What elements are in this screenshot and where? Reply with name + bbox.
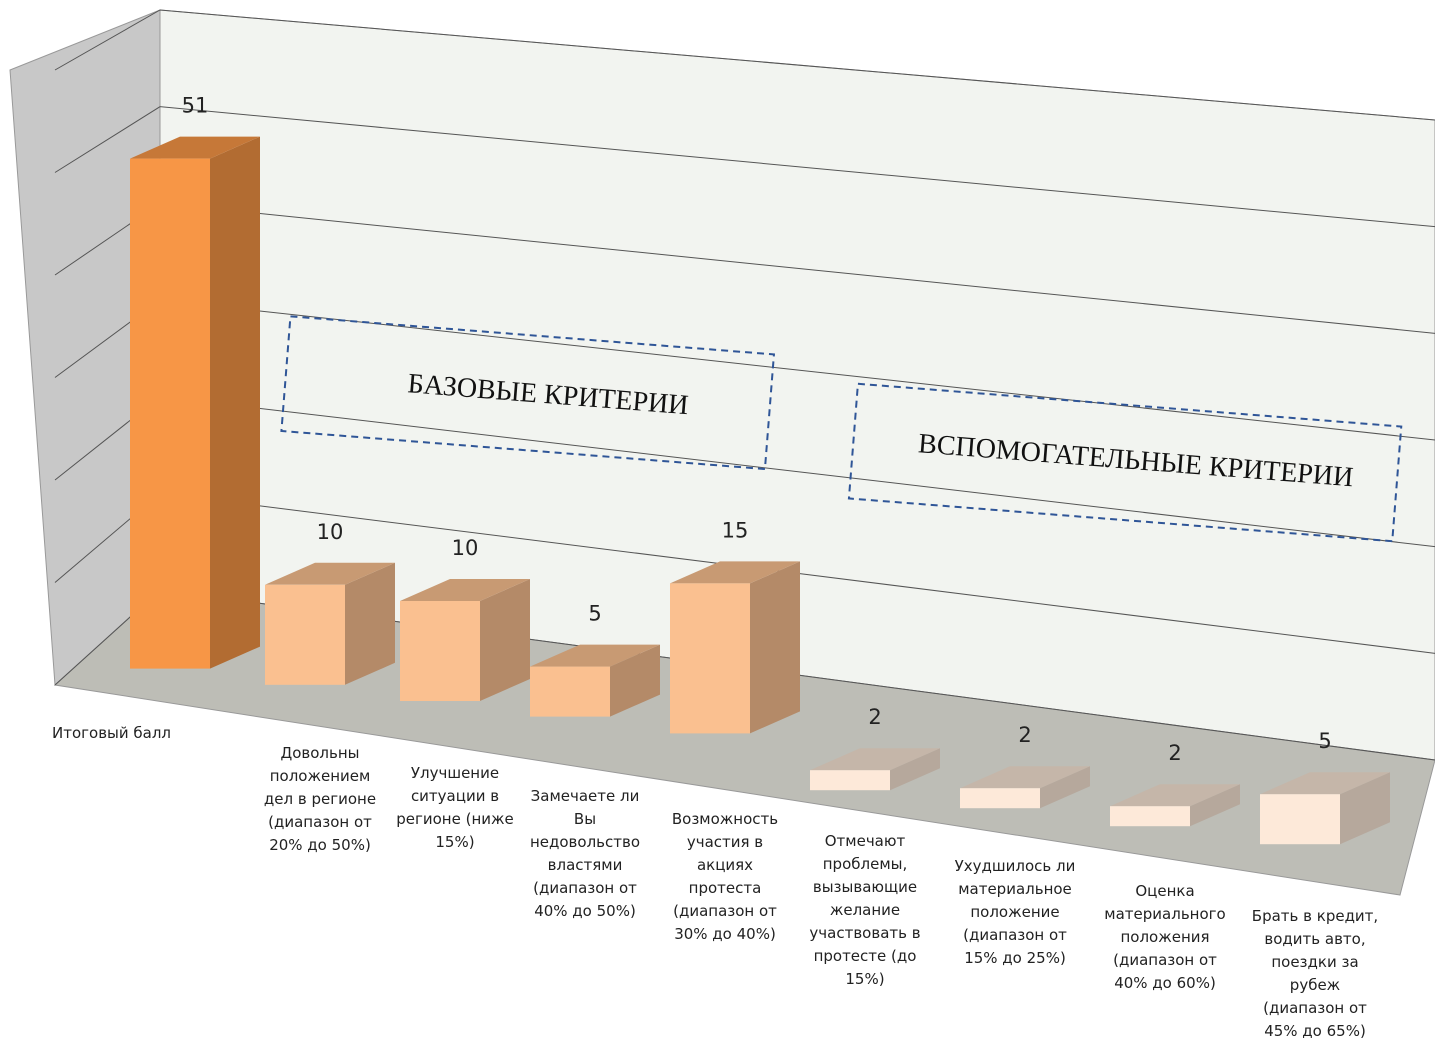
value-label: 5 [1318,729,1331,753]
bar [1260,772,1390,845]
bar-front [960,788,1040,809]
bar-front [810,770,890,791]
bar-top [130,136,260,159]
bar-top [960,766,1090,789]
bar [400,579,530,701]
annotation-frame [847,382,1403,543]
bar-side [210,136,260,669]
bar-top [670,561,800,584]
bar [810,748,940,791]
bar-front [265,584,345,685]
value-label: 5 [588,602,601,626]
bar-top [1110,784,1240,807]
x-tick-label: Улучшение ситуации в регионе (ниже 15%) [396,764,514,851]
bar-side [750,561,800,734]
value-label: 15 [722,518,749,542]
bar-top [810,748,940,771]
x-tick-label: Брать в кредит, водить авто, поездки за … [1251,907,1379,1038]
bar-side [890,748,940,791]
value-label: 10 [452,536,479,560]
bar [1110,784,1240,827]
grid-line [54,106,1435,228]
bar-front [130,158,210,669]
bar [670,561,800,734]
value-label: 2 [1168,741,1181,765]
bar-front [530,666,610,717]
bar-side [1340,772,1390,845]
value-label: 51 [182,94,209,118]
value-label: 2 [868,705,881,729]
bar-top [530,644,660,667]
bar-top [265,562,395,585]
bar-front [1110,806,1190,827]
x-tick-label: Отмечают проблемы, вызывающие желание уч… [809,832,921,988]
x-tick-label: Итоговый балл [52,724,172,742]
value-label: 10 [317,520,344,544]
x-tick-label: Оценка материального положения (диапазон… [1104,882,1226,992]
grid-line [54,9,1435,121]
annotation-frame [280,315,776,471]
x-tick-label: Замечаете ли Вы недовольство властями (д… [529,787,641,920]
x-tick-label: Возможность участия в акциях протеста (д… [671,810,779,943]
bar-front [1260,794,1340,845]
bar [130,136,260,669]
bar-top [400,579,530,601]
bar-top [1260,772,1390,795]
bar [530,644,660,717]
bar-front [400,601,480,701]
bar [960,766,1090,809]
bar-front [670,583,750,734]
bar-side [480,579,530,701]
value-label: 2 [1018,723,1031,747]
bar [265,562,395,685]
x-tick-label: Довольны положением дел в регионе (диапа… [263,744,377,854]
bar-side [610,644,660,717]
x-tick-label: Ухудшилось ли материальное положение (ди… [954,857,1076,967]
bar-side [345,562,395,685]
bar-side [1040,766,1090,809]
bar-side [1190,784,1240,827]
